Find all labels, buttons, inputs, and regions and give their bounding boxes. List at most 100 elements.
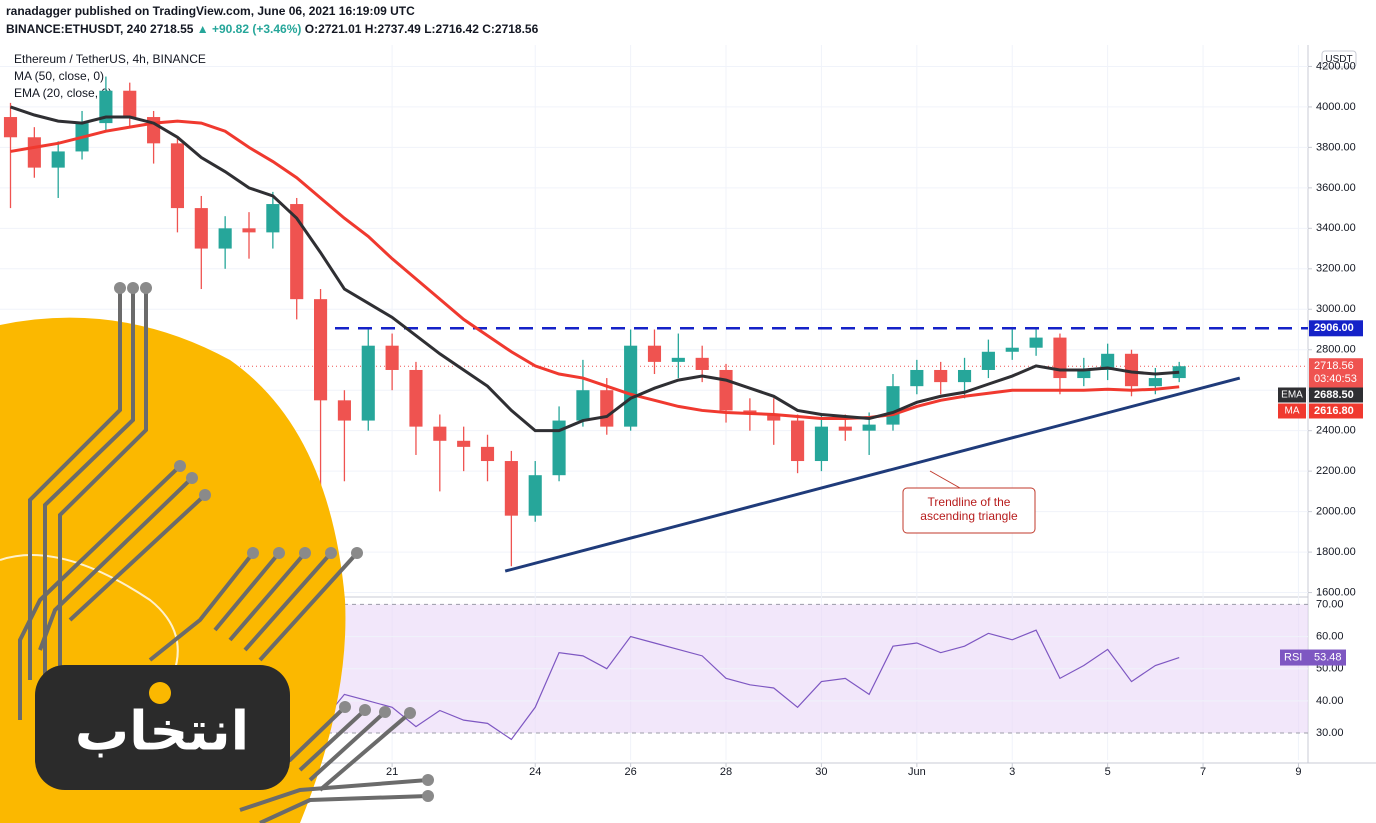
y-tick-label: 3400.00 — [1316, 222, 1356, 234]
y-tick-label: 2400.00 — [1316, 425, 1356, 437]
candle-body — [51, 151, 65, 168]
candle-body — [814, 426, 828, 462]
y-tick-label: 2000.00 — [1316, 506, 1356, 518]
y-tick-label: 4200.00 — [1316, 60, 1356, 72]
candle-body — [170, 143, 185, 209]
ohlc: L:2716.42 — [424, 22, 479, 36]
candle-body — [1148, 378, 1162, 387]
x-tick-label: 24 — [529, 766, 541, 778]
y-tick-label: 1800.00 — [1316, 546, 1356, 558]
last-price-label: 2718.56 — [1314, 360, 1354, 372]
candle-body — [409, 369, 423, 427]
moving-average — [10, 119, 1180, 421]
ohlc: C:2718.56 — [482, 22, 538, 36]
candle-body — [695, 357, 709, 370]
trendline — [504, 376, 1241, 573]
candle-body — [886, 386, 900, 425]
candle-body — [457, 440, 471, 447]
candle-body — [361, 345, 375, 421]
countdown: 03:40:53 — [1314, 373, 1357, 385]
ohlc: O:2721.01 — [305, 22, 362, 36]
candle-body — [266, 204, 280, 233]
candle-body — [719, 369, 733, 411]
candle-body — [242, 228, 256, 233]
y-tick-label: 2200.00 — [1316, 465, 1356, 477]
y-tick-label: 30.00 — [1316, 727, 1344, 739]
y-tick-label: 3200.00 — [1316, 263, 1356, 275]
candle-body — [480, 446, 495, 462]
x-tick-label: 3 — [1009, 766, 1015, 778]
candle-body — [934, 369, 948, 383]
candle-body — [1124, 353, 1139, 387]
ohlc: H:2737.49 — [365, 22, 421, 36]
annotation-box — [902, 487, 1036, 534]
candle-body — [1005, 347, 1019, 352]
rsi-value: 53.48 — [1314, 651, 1342, 663]
y-tick-label: 70.00 — [1316, 598, 1344, 610]
y-tick-label: 3600.00 — [1316, 182, 1356, 194]
y-tick-label: 40.00 — [1316, 695, 1344, 707]
candle-body — [337, 400, 351, 421]
ma-label: 2616.80 — [1314, 405, 1354, 417]
y-tick-label: 3800.00 — [1316, 141, 1356, 153]
rsi-label-box — [1280, 649, 1346, 666]
legend-entry: EMA (20, close, 0) — [14, 86, 112, 100]
x-tick-label: 5 — [1105, 766, 1111, 778]
candle-body — [624, 345, 638, 427]
candle-body — [1077, 369, 1091, 379]
x-tick-label: 28 — [720, 766, 732, 778]
candle-body — [1172, 366, 1186, 379]
candle-body — [671, 357, 685, 362]
x-tick-label: 21 — [386, 766, 398, 778]
currency: USDT — [1325, 54, 1352, 65]
ma-label-box — [1309, 387, 1363, 403]
candle-body — [862, 424, 876, 431]
annotation: ascending triangle — [920, 509, 1018, 523]
y-tick-label: 2800.00 — [1316, 344, 1356, 356]
candle-body — [123, 90, 137, 118]
candle-body — [27, 137, 41, 168]
chart-title: Ethereum / TetherUS, 4h, BINANCE — [14, 52, 206, 66]
currency-box — [1321, 50, 1357, 68]
annotation: Trendline of the — [928, 495, 1011, 509]
publisher: ranadagger published on TradingView.com,… — [6, 4, 415, 18]
symbol-line: BINANCE:ETHUSDT, 240 2718.55 ▲ +90.82 (+… — [6, 22, 539, 36]
candle-body — [910, 369, 924, 387]
legend-entry: MA (50, close, 0) — [14, 69, 104, 83]
candle-body — [791, 420, 805, 462]
ma-tag: EMA — [1281, 390, 1303, 401]
candle-body — [1029, 337, 1043, 348]
moving-average — [10, 105, 1180, 433]
candle-body — [981, 351, 995, 370]
x-tick-label: 7 — [1200, 766, 1206, 778]
candle-body — [600, 390, 614, 427]
candle-body — [3, 117, 18, 138]
candle-body — [99, 90, 113, 124]
y-tick-label: 3000.00 — [1316, 303, 1356, 315]
candle-body — [385, 345, 399, 370]
candle-body — [528, 475, 542, 516]
annotation-pointer — [929, 470, 961, 489]
symbol: BINANCE:ETHUSDT, 240 — [6, 22, 147, 36]
ma-label: 2688.50 — [1314, 389, 1354, 401]
x-tick-label: Jun — [908, 766, 926, 778]
y-tick-label: 60.00 — [1316, 630, 1344, 642]
last-price-box — [1309, 358, 1363, 389]
candle-body — [218, 228, 232, 249]
price: 2718.55 — [150, 22, 194, 36]
resistance-label-box — [1309, 320, 1363, 337]
candle-body — [1101, 353, 1115, 370]
candle-body — [552, 420, 566, 476]
y-tick-label: 50.00 — [1316, 663, 1344, 675]
x-tick-label: 30 — [815, 766, 827, 778]
rsi-tag: RSI — [1284, 651, 1302, 663]
ma-tag: MA — [1285, 406, 1300, 417]
candle-body — [504, 461, 518, 516]
candle-body — [433, 426, 447, 441]
resistance-label: 2906.00 — [1314, 322, 1354, 334]
candle-body — [576, 390, 590, 421]
candle-body — [314, 299, 328, 401]
rsi-line — [320, 629, 1180, 741]
